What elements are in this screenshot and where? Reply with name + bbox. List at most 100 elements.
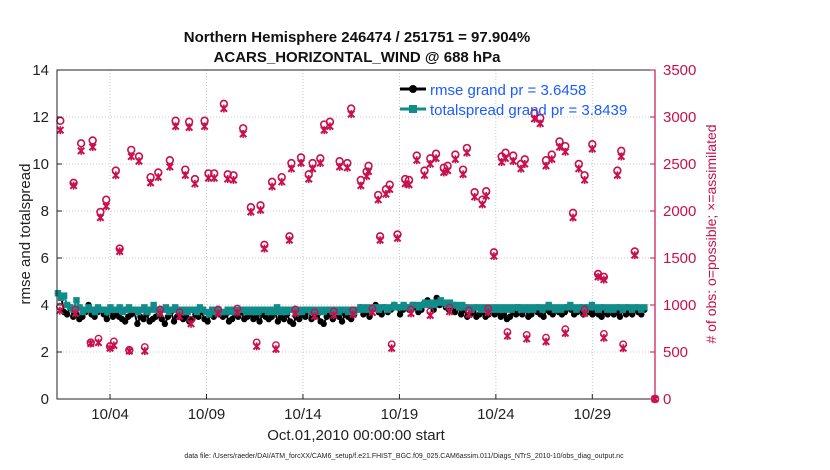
obs-assimilated-21 xyxy=(204,174,213,183)
obs-assimilated-70 xyxy=(520,160,529,168)
obs-assimilated-64 xyxy=(482,191,491,200)
obs-assimilated-63 xyxy=(478,200,487,209)
obs-assimilated-41 xyxy=(343,163,352,172)
y2-tick-label-4: 2000 xyxy=(663,203,696,220)
totalspread-point-7 xyxy=(76,304,83,311)
obs-assimilated-83 xyxy=(613,171,622,180)
obs-assimilated-53 xyxy=(412,156,421,165)
obs-low-assimilated-0 xyxy=(55,306,64,315)
obs-low-assimilated-2 xyxy=(94,338,103,347)
x-tick-label-2: 10/14 xyxy=(284,406,322,423)
obs-assimilated-65 xyxy=(490,252,498,261)
obs-low-assimilated-25 xyxy=(542,337,550,346)
obs-assimilated-55 xyxy=(426,160,435,168)
obs-assimilated-28 xyxy=(256,206,265,215)
obs-low-assimilated-17 xyxy=(387,344,396,353)
rmse-point-3 xyxy=(63,311,71,318)
obs-assimilated-48 xyxy=(385,185,394,194)
obs-low-assimilated-26 xyxy=(561,329,570,338)
footnote: data file: /Users/raeder/DAI/ATM_forcXX/… xyxy=(184,453,624,460)
totalspread-point-70 xyxy=(270,308,278,316)
totalspread-point-30 xyxy=(147,306,154,313)
totalspread-point-190 xyxy=(641,304,648,311)
obs-assimilated-50 xyxy=(393,234,402,243)
obs-possible-3 xyxy=(88,136,97,145)
rmse-point-132 xyxy=(457,311,465,318)
y-axis-ticks: 0 2 4 6 8 10 12 14 xyxy=(32,62,62,408)
obs-assimilated-12 xyxy=(146,178,155,187)
y-tick-label-1: 2 xyxy=(41,344,49,361)
rmse-point-93 xyxy=(338,318,346,325)
obs-assimilated-8 xyxy=(86,339,95,348)
legend: rmse grand pr = 3.6458 totalspread grand… xyxy=(400,82,627,119)
legend-totalspread-marker xyxy=(409,105,417,113)
obs-possible-0 xyxy=(56,116,65,125)
obs-assimilated-61 xyxy=(463,148,471,157)
obs-assimilated-85 xyxy=(630,251,639,260)
obs-assimilated-29 xyxy=(260,244,269,253)
y-tick-label-3: 6 xyxy=(41,250,49,267)
totalspread-point-28 xyxy=(141,304,148,311)
rmse-point-77 xyxy=(289,320,297,327)
rmse-point-35 xyxy=(161,320,169,327)
obs-assimilated-56 xyxy=(432,154,440,163)
obs-low-assimilated-8 xyxy=(214,309,222,318)
obs-assimilated-5 xyxy=(102,202,111,211)
obs-assimilated-82 xyxy=(599,275,608,284)
obs-low-assimilated-6 xyxy=(175,312,184,321)
y-tick-label-2: 4 xyxy=(41,297,49,314)
obs-assimilated-15 xyxy=(165,162,174,171)
obs-assimilated-57 xyxy=(439,168,448,177)
obs-assimilated-80 xyxy=(588,144,597,153)
rmse-point-66 xyxy=(256,318,263,325)
obs-low-assimilated-23 xyxy=(503,332,512,341)
obs-assimilated-67 xyxy=(501,154,510,163)
obs-low-assimilated-19 xyxy=(426,311,435,320)
rmse-point-79 xyxy=(296,315,303,323)
totalspread-point-0 xyxy=(54,290,62,297)
rmse-point-16 xyxy=(103,315,111,323)
totalspread-point-6 xyxy=(73,297,80,304)
obs-assimilated-3 xyxy=(88,143,97,152)
obs-low-assimilated-21 xyxy=(464,310,473,319)
obs-assimilated-76 xyxy=(561,147,570,156)
obs-assimilated-26 xyxy=(239,129,248,138)
obs-assimilated-45 xyxy=(364,167,373,176)
obs-possible-15 xyxy=(165,156,175,165)
obs-assimilated-14 xyxy=(125,347,134,356)
obs-assimilated-9 xyxy=(127,152,136,161)
obs-assimilated-13 xyxy=(154,173,163,182)
totalspread-point-35 xyxy=(162,304,170,311)
obs-possible-9 xyxy=(127,145,136,155)
legend-rmse-marker xyxy=(409,85,417,93)
rmse-point-49 xyxy=(204,318,211,325)
totalspread-point-20 xyxy=(116,304,123,311)
rmse-point-57 xyxy=(228,315,236,323)
obs-assimilated-19 xyxy=(191,179,199,188)
obs-low-assimilated-3 xyxy=(109,341,118,350)
obs-assimilated-17 xyxy=(181,171,190,180)
obs-assimilated-36 xyxy=(308,164,317,173)
obs-assimilated-42 xyxy=(347,110,356,119)
obs-assimilated-27 xyxy=(246,207,255,216)
obs-assimilated-54 xyxy=(420,171,429,180)
obs-assimilated-72 xyxy=(536,119,545,128)
obs-assimilated-22 xyxy=(210,174,219,183)
rmse-point-74 xyxy=(280,315,288,323)
chart-subtitle: ACARS_HORIZONTAL_WIND @ 688 hPa xyxy=(214,49,502,66)
rmse-point-34 xyxy=(158,315,166,323)
obs-assimilated-23 xyxy=(219,104,228,113)
obs-assimilated-33 xyxy=(287,164,296,173)
obs-low-assimilated-29 xyxy=(619,344,628,353)
x-axis-label: Oct.01,2010 00:00:00 start xyxy=(267,427,445,444)
obs-low-assimilated-9 xyxy=(233,308,242,317)
obs-low-assimilated-5 xyxy=(156,309,165,318)
obs-low-assimilated-22 xyxy=(484,308,493,317)
y2-tick-label-7: 3500 xyxy=(663,62,696,79)
obs-assimilated-7 xyxy=(115,247,124,256)
totalspread-point-12 xyxy=(91,308,99,316)
obs-low-assimilated-1 xyxy=(71,309,80,318)
obs-assimilated-77 xyxy=(569,213,577,222)
obs-low-assimilated-15 xyxy=(349,310,358,319)
